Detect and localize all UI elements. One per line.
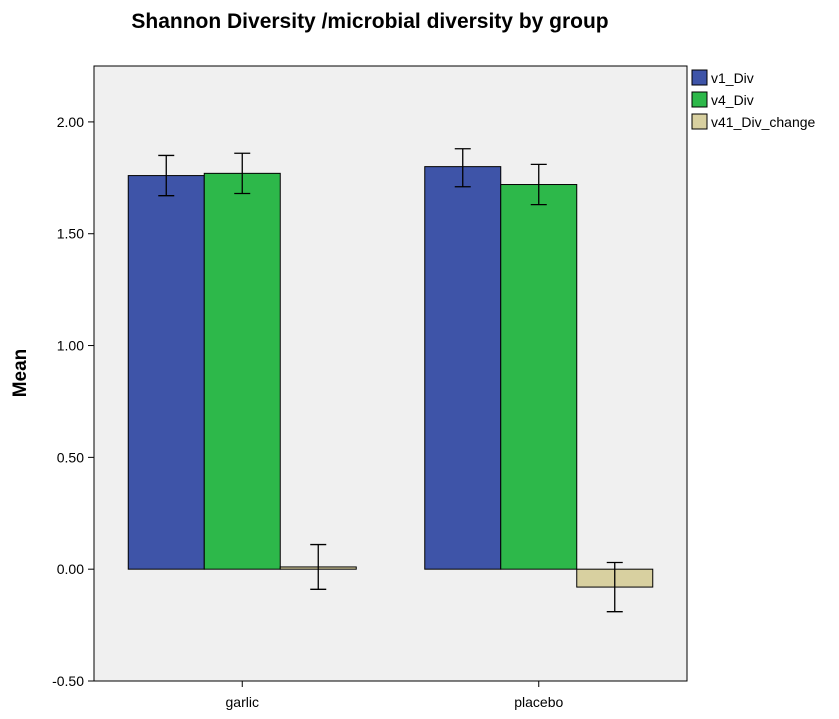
chart-title: Shannon Diversity /microbial diversity b… [131,10,608,33]
legend-label-v4_Div: v4_Div [711,92,754,108]
bar-v4_Div-placebo [500,184,578,570]
y-tick-label: -0.50 [52,673,84,689]
error-bar-v1_Div-garlic [158,154,175,197]
error-bar-v41_Div_change-placebo [606,561,623,613]
error-bar-v1_Div-placebo [454,148,471,188]
error-bar-v4_Div-garlic [234,152,251,195]
y-axis-label: Mean [10,349,31,398]
error-bar-v4_Div-placebo [530,163,547,206]
legend-swatch-v4_Div [691,91,708,108]
y-tick-label: 0.00 [57,561,84,577]
legend-label-v1_Div: v1_Div [711,70,754,86]
legend-swatch-v41_Div_change [691,113,708,130]
bar-v1_Div-placebo [424,166,502,570]
bar-v4_Div-garlic [203,172,281,570]
legend-label-v41_Div_change: v41_Div_change [711,114,816,130]
error-bar-v41_Div_change-garlic [310,543,327,590]
x-tick-label-placebo: placebo [514,694,563,710]
y-tick-label: 0.50 [57,449,84,465]
x-tick-label-garlic: garlic [226,694,259,710]
y-tick-label: 1.00 [57,338,84,354]
y-tick-label: 2.00 [57,114,84,130]
y-tick-label: 1.50 [57,226,84,242]
bar-v1_Div-garlic [127,175,205,570]
legend-swatch-v1_Div [691,69,708,86]
legend: v1_Div v4_Div v41_Div_change [691,69,816,130]
